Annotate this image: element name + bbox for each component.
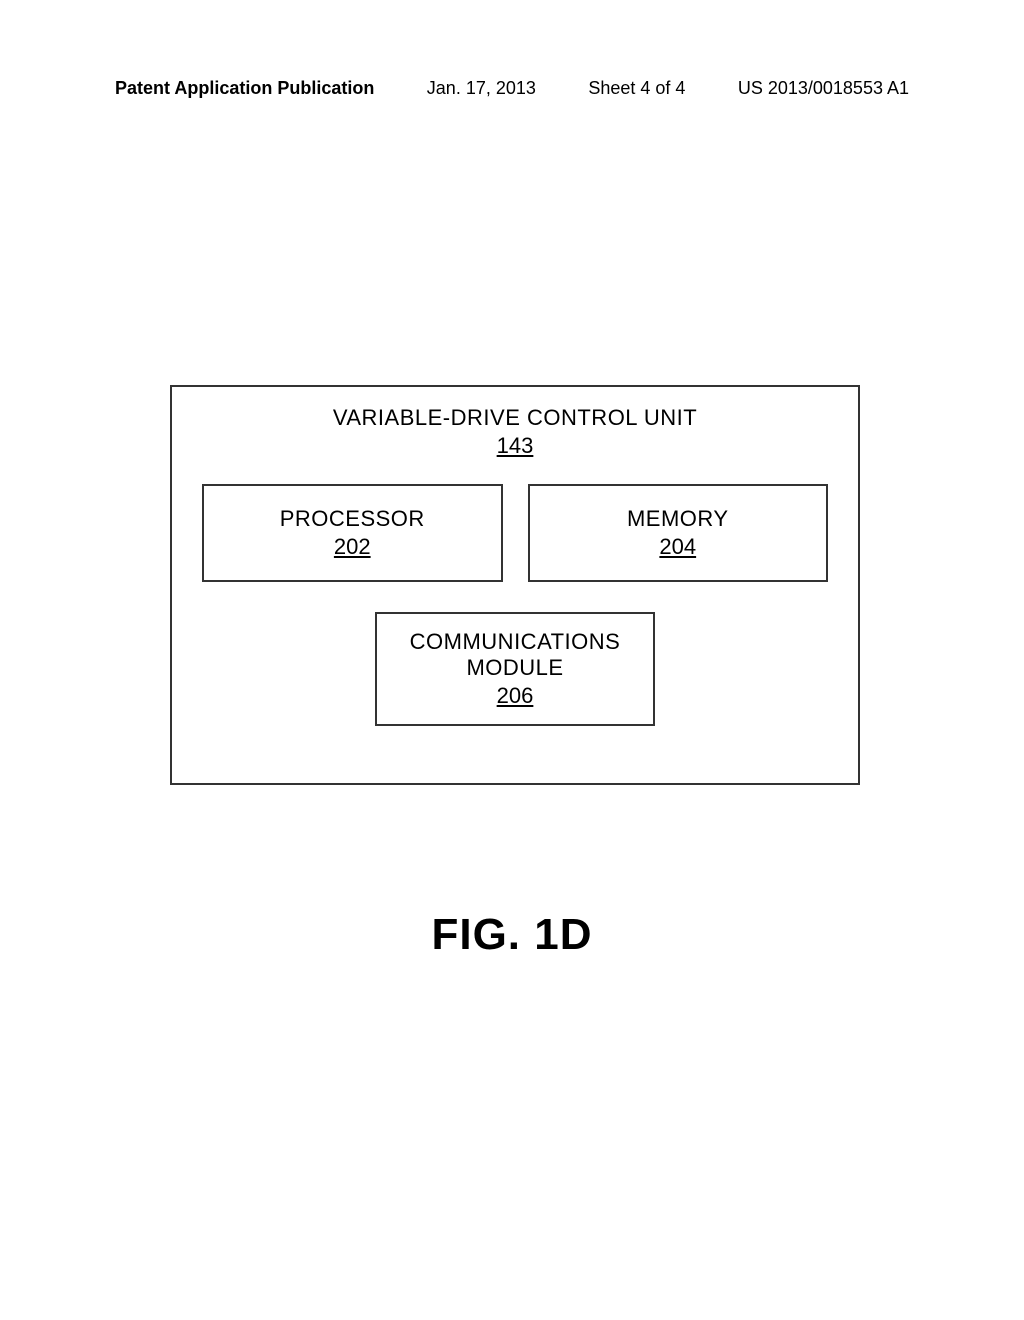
memory-box: MEMORY 204 [528, 484, 829, 582]
publication-number: US 2013/0018553 A1 [738, 78, 909, 99]
memory-label: MEMORY [540, 506, 817, 532]
communications-label-2: MODULE [387, 655, 643, 681]
row-2: COMMUNICATIONS MODULE 206 [192, 612, 838, 726]
figure-label: FIG. 1D [0, 910, 1024, 960]
publication-label: Patent Application Publication [115, 78, 374, 99]
memory-ref: 204 [540, 534, 817, 560]
control-unit-ref: 143 [192, 433, 838, 459]
communications-label-1: COMMUNICATIONS [387, 629, 643, 655]
page-header: Patent Application Publication Jan. 17, … [0, 78, 1024, 99]
communications-box: COMMUNICATIONS MODULE 206 [375, 612, 655, 726]
publication-date: Jan. 17, 2013 [427, 78, 536, 99]
processor-box: PROCESSOR 202 [202, 484, 503, 582]
row-1: PROCESSOR 202 MEMORY 204 [192, 484, 838, 582]
sheet-number: Sheet 4 of 4 [588, 78, 685, 99]
control-unit-box: VARIABLE-DRIVE CONTROL UNIT 143 PROCESSO… [170, 385, 860, 785]
communications-ref: 206 [387, 683, 643, 709]
control-unit-title: VARIABLE-DRIVE CONTROL UNIT [192, 405, 838, 431]
processor-label: PROCESSOR [214, 506, 491, 532]
processor-ref: 202 [214, 534, 491, 560]
